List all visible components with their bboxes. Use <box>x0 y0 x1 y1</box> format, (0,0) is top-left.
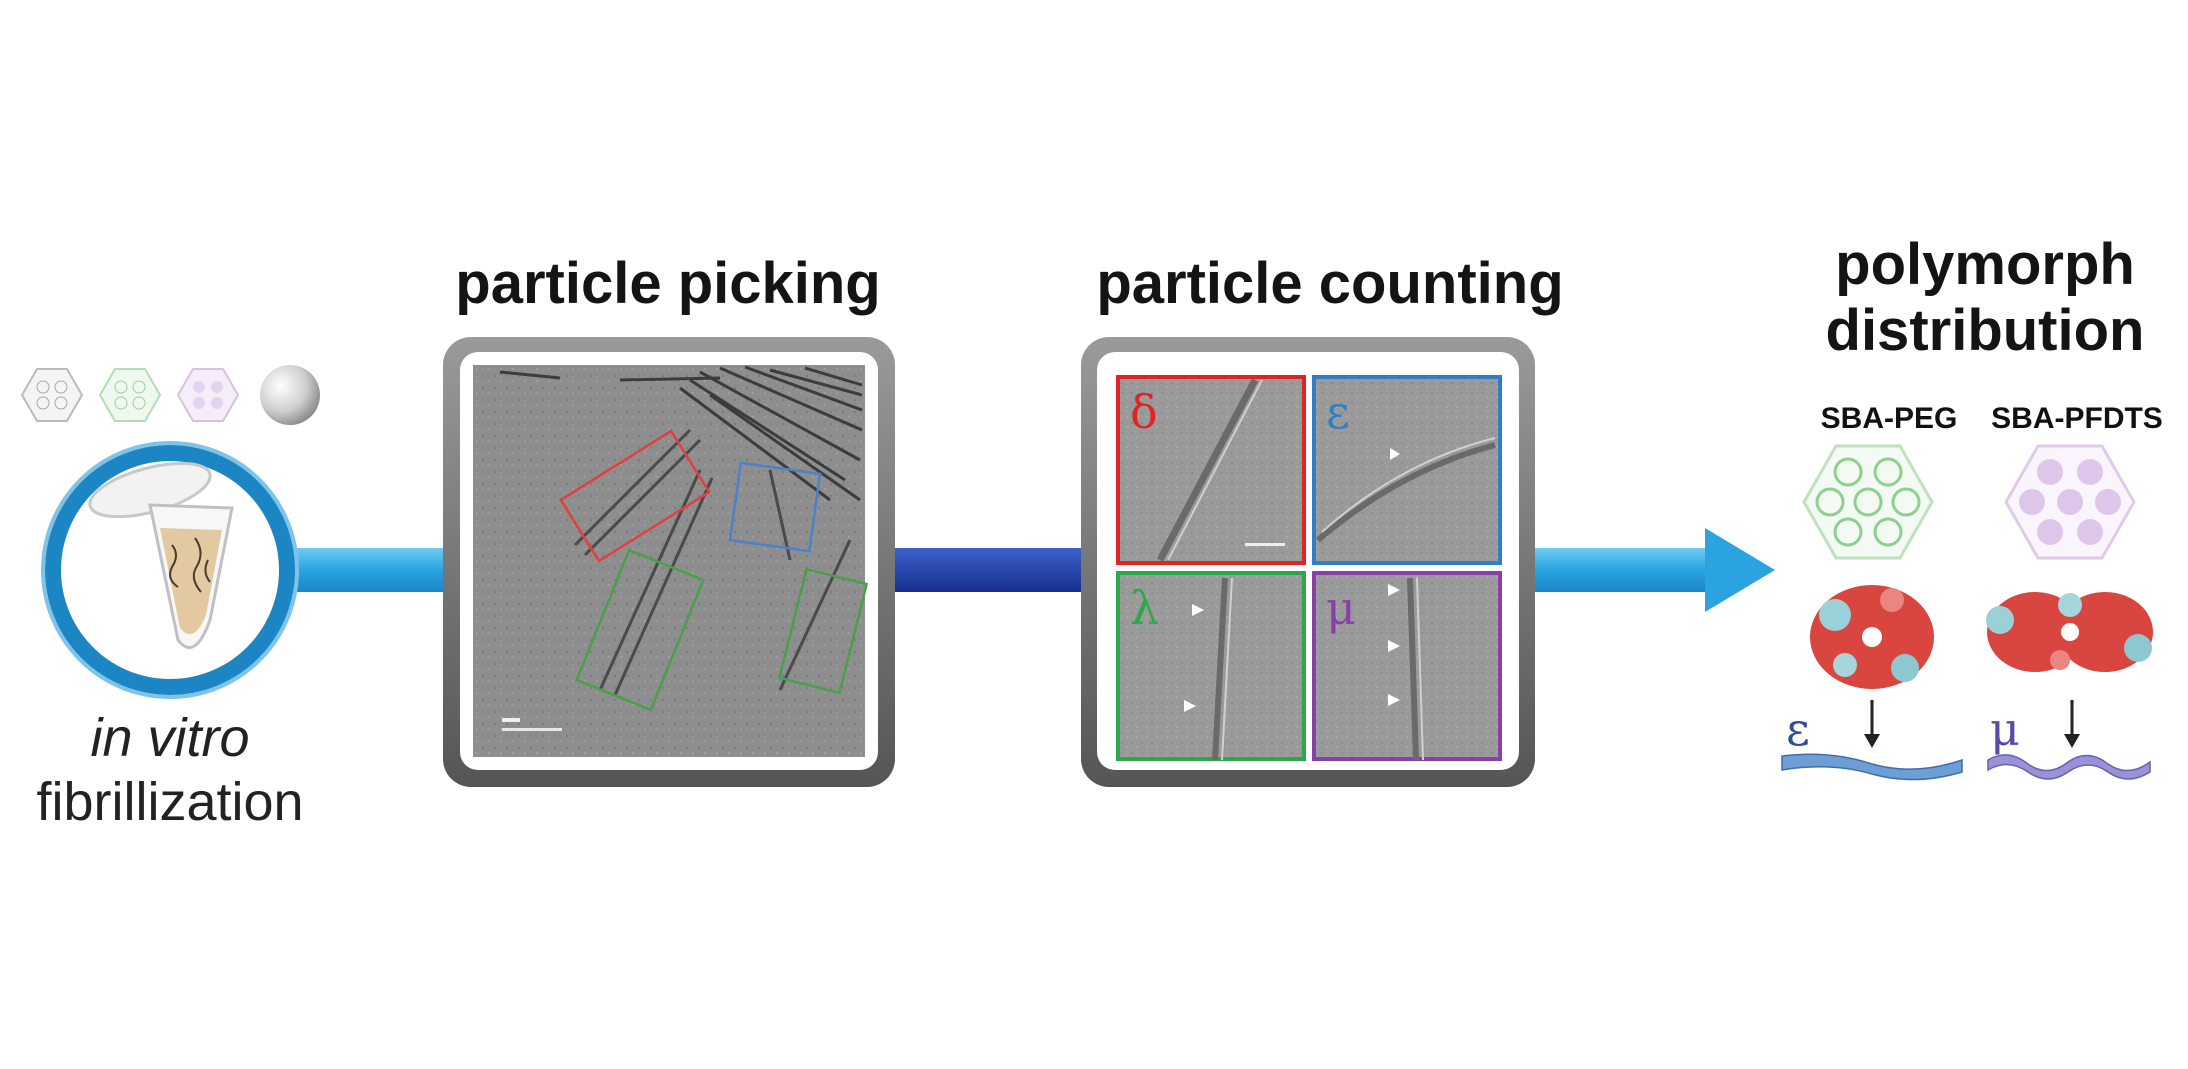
panel-mu-label: μ <box>1326 581 1356 635</box>
scale-bar <box>502 718 562 731</box>
silica-sphere-icon <box>260 365 320 425</box>
panel-delta-label: δ <box>1130 385 1158 439</box>
in-vitro-label: in vitro <box>90 708 250 768</box>
fibril-bundle <box>499 365 863 502</box>
arrow-right-icon <box>1535 528 1775 612</box>
fibrillization-text: fibrillization <box>36 772 304 832</box>
sba-peg-arrow-down-icon <box>1864 700 1880 748</box>
particle-picking-title: particle picking <box>455 251 881 316</box>
hexagon-gray-icon <box>20 368 84 422</box>
picking-micrograph <box>473 365 865 757</box>
arrow-segment-2 <box>895 548 1090 592</box>
particle-counting-title: particle counting <box>1096 251 1564 316</box>
polymorph-title-line2: distribution <box>1825 298 2145 363</box>
panel-delta <box>1116 375 1306 565</box>
sba-pfdts-hexagon-icon <box>2004 444 2136 560</box>
picking-boxes <box>559 429 869 712</box>
panel-mu <box>1312 571 1502 761</box>
sba-pfdts-fibril <box>1987 754 2151 780</box>
hexagon-green-icon <box>98 368 162 422</box>
sba-pfdts-label: SBA-PFDTS <box>1991 402 2163 435</box>
sba-peg-hexagon-icon <box>1802 444 1934 560</box>
sba-peg-polymorph-label: ε <box>1786 702 1810 756</box>
picked-fibrils <box>573 428 852 696</box>
sba-pfdts-polymorph-label: μ <box>1990 702 2020 756</box>
panel-lambda <box>1116 571 1306 761</box>
polymorph-title-line1: polymorph <box>1835 232 2135 297</box>
hexagon-purple-icon <box>176 368 240 422</box>
panel-lambda-label: λ <box>1130 581 1159 635</box>
fibrillization-label: in vitro fibrillization <box>0 706 340 834</box>
polymorph-distribution-title: polymorph distribution <box>1790 232 2180 364</box>
sba-peg-fibril <box>1781 753 1963 781</box>
sba-peg-label: SBA-PEG <box>1820 402 1958 435</box>
sba-pfdts-protein-structure <box>1986 592 2153 672</box>
sba-peg-protein-structure <box>1810 585 1934 689</box>
eppendorf-tube-icon <box>88 461 234 649</box>
panel-epsilon-label: ε <box>1326 385 1350 439</box>
sba-pfdts-arrow-down-icon <box>2064 700 2080 748</box>
panel-epsilon <box>1312 375 1502 565</box>
